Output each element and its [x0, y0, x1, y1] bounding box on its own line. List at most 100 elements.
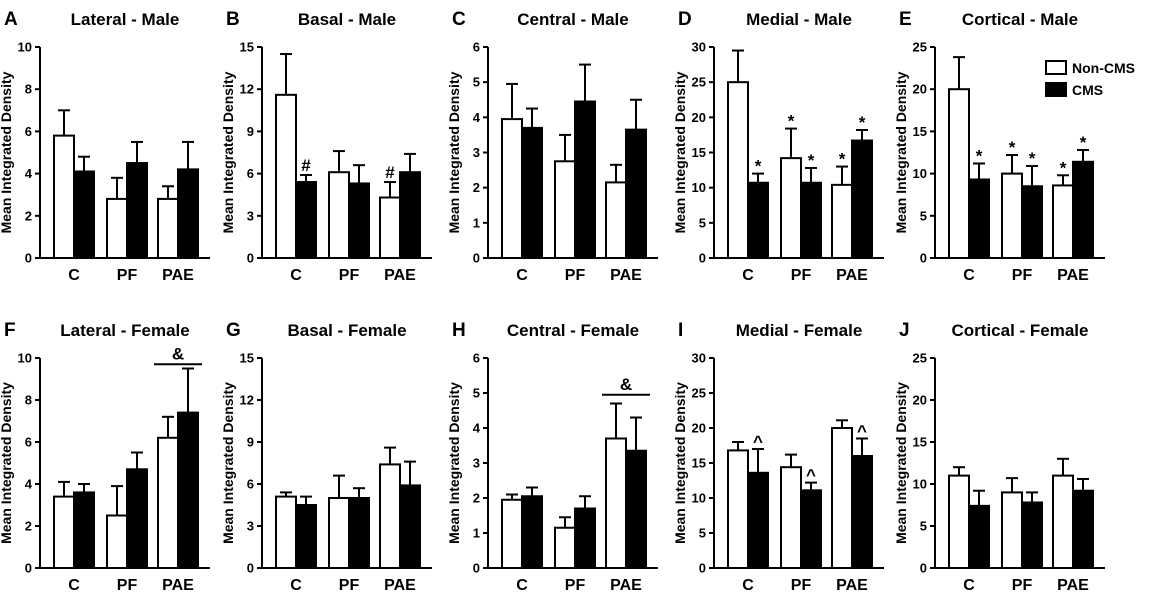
bar-g-2-0 [379, 463, 401, 569]
panel-letter-g: G [226, 320, 241, 341]
y-tick-label-c-6: 6 [473, 40, 480, 55]
panel-letter-f: F [4, 320, 16, 341]
y-axis-label-e: Mean Integrated Density [893, 71, 909, 233]
y-tick-label-h-2: 2 [473, 491, 480, 506]
y-tick-label-d-1: 5 [699, 215, 706, 230]
x-tick-label-e-2: PAE [1057, 267, 1089, 284]
y-tick-label-i-1: 5 [699, 526, 706, 541]
panel-title-e: Cortical - Male [962, 10, 1078, 29]
y-tick-label-a-2: 4 [25, 166, 33, 181]
x-tick-label-h-2: PAE [610, 577, 642, 594]
y-tick-label-d-3: 15 [692, 145, 706, 160]
bar-a-2-1 [177, 168, 199, 260]
y-tick-label-b-3: 9 [247, 124, 254, 139]
bar-j-1-0 [1001, 491, 1023, 569]
bar-i-1-0 [780, 466, 802, 570]
y-tick-label-g-5: 15 [240, 351, 254, 366]
annotation-e-0: * [976, 146, 983, 165]
y-tick-label-c-0: 0 [473, 251, 480, 266]
bar-i-2-0 [831, 427, 853, 569]
y-tick-label-e-1: 5 [920, 208, 927, 223]
y-axis-label-c: Mean Integrated Density [446, 71, 462, 233]
panel-title-d: Medial - Male [746, 10, 852, 29]
y-tick-label-b-5: 15 [240, 40, 254, 55]
bar-e-0-0 [948, 88, 970, 259]
bar-h-2-0 [605, 437, 627, 569]
annotation-d-3: * [839, 150, 846, 169]
y-tick-label-c-3: 3 [473, 145, 480, 160]
y-tick-label-i-5: 25 [692, 386, 706, 401]
bar-j-2-0 [1052, 474, 1074, 570]
x-tick-label-f-0: C [68, 577, 80, 594]
y-axis-label-d: Mean Integrated Density [672, 71, 688, 233]
panel-letter-d: D [678, 9, 692, 30]
x-tick-label-c-1: PF [565, 267, 586, 284]
y-tick-label-i-2: 10 [692, 491, 706, 506]
x-tick-label-b-1: PF [339, 267, 360, 284]
bar-e-0-1 [968, 178, 990, 259]
annotation-i-1: ^ [806, 466, 816, 485]
y-tick-label-f-2: 4 [25, 477, 33, 492]
y-tick-label-f-3: 6 [25, 435, 32, 450]
y-tick-label-i-0: 0 [699, 561, 706, 576]
y-tick-label-b-0: 0 [247, 251, 254, 266]
bar-f-2-1 [177, 411, 199, 569]
panel-title-h: Central - Female [507, 321, 639, 340]
y-axis-label-j: Mean Integrated Density [893, 382, 909, 544]
panel-letter-i: I [678, 320, 683, 341]
panel-j: J Cortical - Female Mean Integrated Densit… [893, 320, 1105, 594]
x-tick-label-j-1: PF [1012, 577, 1033, 594]
y-tick-label-g-2: 6 [247, 477, 254, 492]
y-axis-label-g: Mean Integrated Density [220, 382, 236, 544]
panel-letter-e: E [899, 9, 912, 30]
y-tick-label-e-3: 15 [913, 124, 927, 139]
annotation-d-0: * [755, 157, 762, 176]
panel-letter-c: C [452, 9, 466, 30]
y-tick-label-c-1: 1 [473, 215, 480, 230]
x-tick-label-b-2: PAE [384, 267, 416, 284]
x-tick-label-b-0: C [290, 267, 302, 284]
y-tick-label-i-4: 20 [692, 421, 706, 436]
bar-e-1-1 [1021, 185, 1043, 259]
x-tick-label-i-0: C [742, 577, 754, 594]
bar-b-0-1 [295, 181, 317, 259]
y-tick-label-c-4: 4 [473, 110, 481, 125]
y-tick-label-f-0: 0 [25, 561, 32, 576]
y-tick-label-i-6: 30 [692, 351, 706, 366]
bar-f-2-0 [157, 436, 179, 569]
annotation-b-0: # [301, 156, 311, 175]
bar-e-2-1 [1072, 160, 1094, 259]
annotation-e-1: * [1009, 138, 1016, 157]
y-axis-label-h: Mean Integrated Density [446, 382, 462, 544]
y-tick-label-g-3: 9 [247, 435, 254, 450]
x-tick-label-d-2: PAE [836, 267, 868, 284]
annotation-i-2: ^ [857, 422, 867, 441]
y-axis-label-i: Mean Integrated Density [672, 382, 688, 544]
bar-f-1-0 [106, 514, 128, 569]
x-tick-label-a-0: C [68, 267, 80, 284]
legend-label-cms: CMS [1072, 82, 1103, 98]
bar-c-0-1 [521, 126, 543, 259]
bar-b-1-1 [348, 182, 370, 260]
bar-d-1-0 [780, 157, 802, 259]
bar-h-0-1 [521, 495, 543, 569]
bar-g-0-1 [295, 504, 317, 569]
y-tick-label-j-5: 25 [913, 351, 927, 366]
y-tick-label-e-5: 25 [913, 40, 927, 55]
group-annotation-h-0: & [620, 375, 632, 394]
bar-b-2-1 [399, 171, 421, 259]
x-tick-label-c-2: PAE [610, 267, 642, 284]
y-tick-label-d-4: 20 [692, 110, 706, 125]
x-tick-label-g-1: PF [339, 577, 360, 594]
bar-f-0-1 [73, 491, 95, 569]
y-tick-label-e-2: 10 [913, 166, 927, 181]
x-tick-label-i-2: PAE [836, 577, 868, 594]
x-tick-label-i-1: PF [791, 577, 812, 594]
bar-i-2-1 [851, 455, 873, 569]
bar-h-1-1 [574, 507, 596, 569]
bar-d-0-0 [727, 81, 749, 259]
bar-i-0-1 [747, 471, 769, 569]
bar-j-0-1 [968, 504, 990, 569]
y-tick-label-i-3: 15 [692, 456, 706, 471]
